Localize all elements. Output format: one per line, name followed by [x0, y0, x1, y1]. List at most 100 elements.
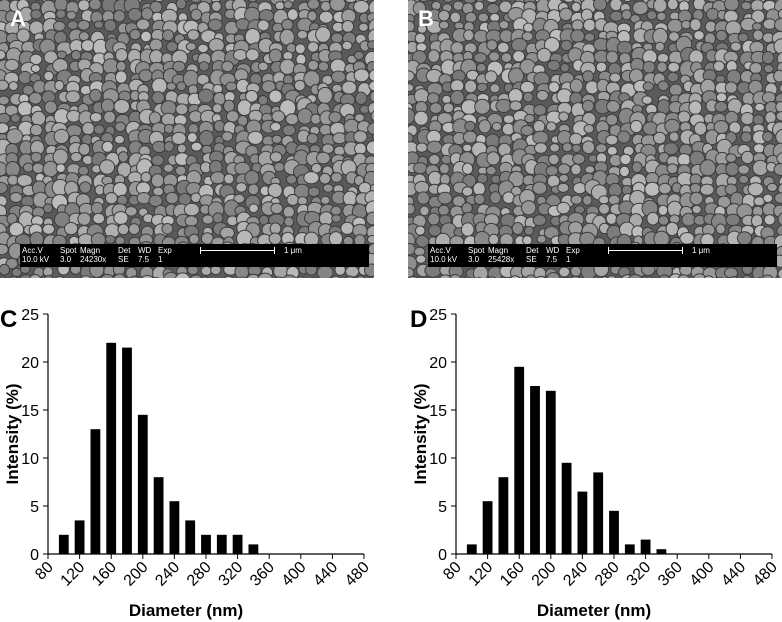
sem-particle	[8, 81, 19, 92]
sem-spot-b: Spot 3.0	[468, 246, 485, 264]
sem-particle	[449, 11, 462, 24]
sem-particle	[751, 22, 763, 31]
sem-particle	[77, 0, 91, 12]
sem-particle	[307, 41, 320, 53]
sem-particle	[345, 265, 360, 278]
sem-particle	[189, 274, 203, 278]
sem-particle	[408, 275, 419, 278]
sem-particle	[0, 243, 9, 256]
sem-particle	[136, 18, 151, 31]
sem-particle	[558, 173, 569, 183]
sem-particle	[175, 165, 187, 176]
sem-particle	[319, 172, 331, 185]
sem-particle	[113, 9, 126, 23]
histogram-bar	[216, 534, 227, 554]
sem-particle	[369, 90, 374, 103]
sem-particle	[330, 32, 344, 44]
sem-particle	[569, 132, 583, 146]
sem-particle	[609, 72, 622, 83]
sem-particle	[667, 61, 681, 73]
sem-particle	[99, 159, 116, 175]
sem-particle	[462, 143, 473, 153]
sem-particle	[532, 214, 547, 227]
sem-wd-b: WD 7.5	[546, 246, 560, 264]
sem-particle	[737, 32, 749, 43]
sem-particle	[438, 163, 450, 175]
sem-particle	[582, 194, 593, 206]
sem-particle	[140, 171, 152, 183]
sem-particle	[413, 110, 429, 126]
sem-particle	[315, 26, 332, 43]
sem-particle	[117, 151, 129, 163]
sem-particle	[310, 113, 322, 125]
sem-particle	[628, 274, 643, 278]
sem-particle	[186, 132, 198, 143]
sem-particle	[691, 204, 702, 215]
sem-particle	[559, 63, 570, 73]
sem-particle	[546, 59, 561, 72]
sem-particle	[598, 195, 610, 205]
sem-particle	[548, 153, 560, 166]
sem-particle	[713, 60, 725, 72]
sem-particle	[330, 205, 342, 216]
sem-particle	[353, 68, 370, 83]
sem-particle	[605, 50, 619, 64]
y-tick-label: 25	[429, 307, 447, 324]
sem-exp-b: Exp 1	[566, 246, 580, 264]
sem-particle	[524, 113, 535, 124]
sem-particle	[257, 19, 270, 32]
sem-particle	[115, 48, 129, 62]
sem-particle	[489, 191, 502, 205]
sem-particle	[777, 183, 782, 195]
sem-particle	[656, 11, 667, 22]
sem-particle	[776, 224, 782, 238]
panel-label-c: C	[0, 306, 18, 333]
sem-particle	[355, 275, 366, 278]
sem-particle	[42, 223, 56, 235]
sem-particle	[89, 112, 103, 123]
y-tick-label: 20	[21, 355, 39, 372]
sem-particle	[306, 132, 319, 145]
sem-particle	[307, 0, 320, 10]
sem-det-a: Det SE	[118, 246, 131, 264]
sem-particle	[213, 119, 226, 133]
histogram-bar	[122, 347, 132, 554]
sem-particle	[737, 164, 751, 175]
sem-particle	[616, 40, 633, 55]
sem-particle	[489, 83, 501, 94]
sem-particle	[463, 29, 475, 42]
sem-particle	[629, 119, 643, 134]
sem-particle	[199, 276, 210, 278]
sem-particle	[437, 191, 453, 205]
sem-particle	[523, 22, 534, 33]
sem-particle	[307, 59, 320, 71]
sem-particle	[368, 69, 374, 83]
sem-particle	[738, 174, 750, 185]
sem-particle	[557, 163, 571, 175]
sem-particle	[725, 161, 740, 177]
sem-particle	[16, 28, 31, 43]
x-tick-label: 280	[184, 559, 215, 590]
sem-particle	[485, 165, 497, 176]
sem-particle	[775, 128, 782, 145]
sem-particle	[341, 80, 358, 95]
scale-tick-right-b	[682, 247, 683, 254]
sem-particle	[472, 181, 486, 196]
sem-particle	[176, 81, 187, 92]
sem-particle	[534, 142, 548, 154]
sem-particle	[189, 0, 203, 3]
sem-particle	[226, 110, 240, 123]
y-tick-label: 5	[30, 499, 39, 516]
sem-particle	[666, 18, 684, 34]
sem-particle	[663, 142, 679, 156]
x-tick-label: 200	[529, 559, 560, 590]
sem-particle	[543, 37, 561, 53]
sem-particle	[244, 27, 261, 46]
sem-particle	[42, 203, 54, 214]
sem-particle	[0, 263, 11, 276]
sem-particle	[100, 273, 115, 278]
sem-particle	[171, 131, 187, 145]
sem-particle	[723, 0, 740, 12]
x-tick-label: 440	[310, 559, 341, 590]
sem-particle	[525, 274, 537, 278]
